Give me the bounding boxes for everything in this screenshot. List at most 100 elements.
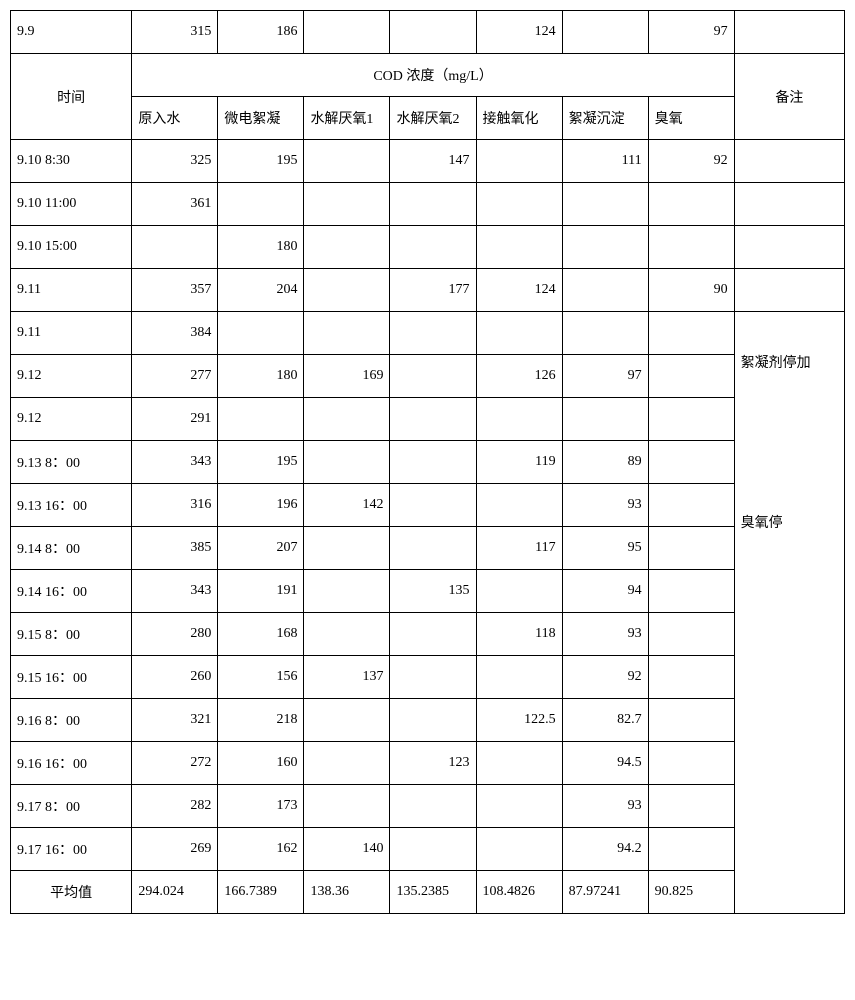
cell-val [648, 441, 734, 484]
cell-val: 94.5 [562, 742, 648, 785]
cell-val: 162 [218, 828, 304, 871]
col-header: 水解厌氧1 [304, 97, 390, 140]
cell-val: 93 [562, 484, 648, 527]
cell-val: 156 [218, 656, 304, 699]
col-header: 原入水 [132, 97, 218, 140]
header-row: 时间 COD 浓度（mg/L） 备注 [11, 54, 845, 97]
cell-val [648, 355, 734, 398]
cell-time: 9.11 [11, 269, 132, 312]
table-row: 9.17 8：00 282 173 93 [11, 785, 845, 828]
cell-val [390, 699, 476, 742]
table-row: 9.15 8：00 280 168 118 93 [11, 613, 845, 656]
cell-val [476, 140, 562, 183]
cell-val [304, 613, 390, 656]
cell-val: 169 [304, 355, 390, 398]
cell-time: 9.17 8：00 [11, 785, 132, 828]
cell-note [734, 140, 844, 183]
cell-val: 97 [648, 11, 734, 54]
cell-val [562, 398, 648, 441]
cell-val: 272 [132, 742, 218, 785]
col-header: 臭氧 [648, 97, 734, 140]
cell-val [476, 312, 562, 355]
cell-val [390, 355, 476, 398]
cell-val: 92 [562, 656, 648, 699]
cell-val: 321 [132, 699, 218, 742]
table-row: 9.11 384 絮凝剂停加 臭氧停 [11, 312, 845, 355]
cell-val: 108.4826 [476, 871, 562, 914]
cell-val [304, 570, 390, 613]
cell-val [648, 570, 734, 613]
cell-val: 111 [562, 140, 648, 183]
cell-val [648, 226, 734, 269]
cell-time: 9.15 8：00 [11, 613, 132, 656]
cell-note [734, 11, 844, 54]
cell-val [476, 398, 562, 441]
cell-time: 9.14 16：00 [11, 570, 132, 613]
cell-val [218, 398, 304, 441]
cell-val: 291 [132, 398, 218, 441]
cell-val [648, 785, 734, 828]
cell-val [304, 527, 390, 570]
cell-val: 126 [476, 355, 562, 398]
cell-val: 191 [218, 570, 304, 613]
cell-val [476, 570, 562, 613]
cell-val: 385 [132, 527, 218, 570]
cell-time: 9.10 8:30 [11, 140, 132, 183]
cell-val [304, 312, 390, 355]
cell-val [304, 183, 390, 226]
cell-val [476, 183, 562, 226]
cell-val [218, 312, 304, 355]
table-row: 9.10 8:30 325 195 147 111 92 [11, 140, 845, 183]
table-row: 9.16 8：00 321 218 122.5 82.7 [11, 699, 845, 742]
cell-val: 93 [562, 613, 648, 656]
cell-val [562, 269, 648, 312]
table-row: 9.10 11:00 361 [11, 183, 845, 226]
cell-val: 122.5 [476, 699, 562, 742]
cell-val [648, 312, 734, 355]
cell-val: 282 [132, 785, 218, 828]
cell-val: 94 [562, 570, 648, 613]
cell-time: 9.9 [11, 11, 132, 54]
table-row: 9.17 16：00 269 162 140 94.2 [11, 828, 845, 871]
cell-val: 204 [218, 269, 304, 312]
note-text-1: 絮凝剂停加 [741, 352, 840, 372]
table-row: 9.15 16：00 260 156 137 92 [11, 656, 845, 699]
cell-val: 138.36 [304, 871, 390, 914]
cell-val [390, 183, 476, 226]
cell-val [390, 441, 476, 484]
table-row-average: 平均值 294.024 166.7389 138.36 135.2385 108… [11, 871, 845, 914]
col-header: 微电絮凝 [218, 97, 304, 140]
cell-val: 180 [218, 355, 304, 398]
cell-val: 196 [218, 484, 304, 527]
cell-val [648, 656, 734, 699]
cell-val: 135 [390, 570, 476, 613]
cell-note [734, 269, 844, 312]
table-row: 9.12 291 [11, 398, 845, 441]
cell-val [476, 828, 562, 871]
cell-val [562, 11, 648, 54]
cell-val [390, 484, 476, 527]
cell-val [562, 312, 648, 355]
cell-val: 357 [132, 269, 218, 312]
cell-val [648, 613, 734, 656]
cell-val [390, 828, 476, 871]
cell-val [648, 484, 734, 527]
cell-val [390, 527, 476, 570]
cell-val [648, 183, 734, 226]
cell-val: 280 [132, 613, 218, 656]
cell-val [476, 656, 562, 699]
cell-val [648, 699, 734, 742]
cell-val: 87.97241 [562, 871, 648, 914]
cell-val: 173 [218, 785, 304, 828]
cell-val: 218 [218, 699, 304, 742]
cell-val [562, 183, 648, 226]
cell-val: 89 [562, 441, 648, 484]
cell-time: 9.15 16：00 [11, 656, 132, 699]
cell-note [734, 226, 844, 269]
cell-val [304, 398, 390, 441]
cell-val [304, 441, 390, 484]
cod-concentration-table: 9.9 315 186 124 97 时间 COD 浓度（mg/L） 备注 原入… [10, 10, 845, 914]
cell-val: 94.2 [562, 828, 648, 871]
cell-val: 195 [218, 140, 304, 183]
table-row: 9.13 16：00 316 196 142 93 [11, 484, 845, 527]
